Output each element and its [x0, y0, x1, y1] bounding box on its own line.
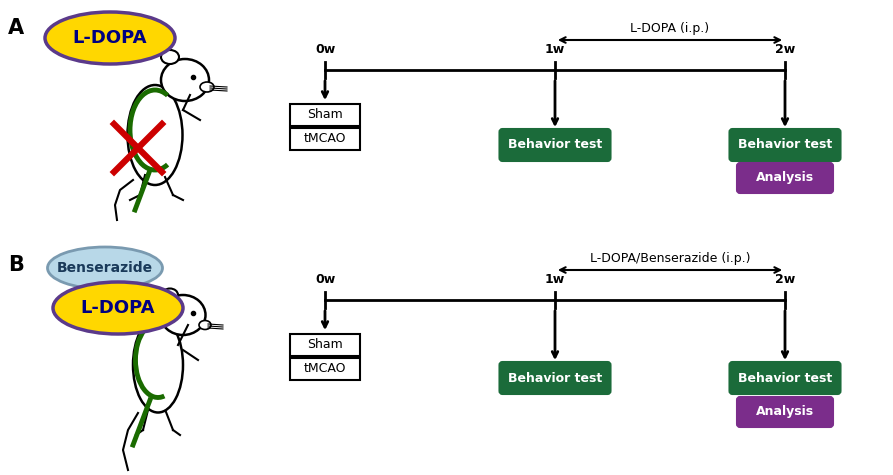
Text: L-DOPA: L-DOPA: [72, 29, 147, 47]
Ellipse shape: [161, 50, 179, 64]
Ellipse shape: [128, 85, 182, 185]
Bar: [290, 104, 360, 126]
Text: 0w: 0w: [315, 43, 335, 56]
Bar: [290, 334, 360, 356]
FancyBboxPatch shape: [730, 362, 840, 394]
Text: Sham: Sham: [307, 108, 343, 122]
Text: 1w: 1w: [545, 273, 565, 286]
Text: tMCAO: tMCAO: [304, 362, 346, 376]
Text: Behavior test: Behavior test: [738, 139, 832, 152]
Ellipse shape: [53, 282, 183, 334]
Text: L-DOPA (i.p.): L-DOPA (i.p.): [630, 22, 710, 35]
Ellipse shape: [47, 247, 163, 289]
Text: A: A: [8, 18, 24, 38]
Text: Analysis: Analysis: [756, 171, 814, 184]
Ellipse shape: [133, 317, 183, 412]
Text: 2w: 2w: [775, 43, 795, 56]
Ellipse shape: [200, 82, 214, 92]
Bar: [290, 128, 360, 150]
Ellipse shape: [161, 295, 205, 335]
Ellipse shape: [161, 59, 209, 101]
FancyBboxPatch shape: [499, 129, 611, 161]
Text: Benserazide: Benserazide: [57, 261, 153, 275]
Text: Analysis: Analysis: [756, 406, 814, 418]
FancyBboxPatch shape: [737, 397, 833, 427]
Text: L-DOPA/Benserazide (i.p.): L-DOPA/Benserazide (i.p.): [589, 252, 750, 265]
Ellipse shape: [45, 12, 175, 64]
FancyBboxPatch shape: [730, 129, 840, 161]
Text: 0w: 0w: [315, 273, 335, 286]
Text: tMCAO: tMCAO: [304, 133, 346, 145]
Ellipse shape: [199, 321, 211, 330]
Text: Behavior test: Behavior test: [508, 371, 602, 384]
FancyBboxPatch shape: [737, 163, 833, 193]
Text: B: B: [8, 255, 24, 275]
Text: Behavior test: Behavior test: [508, 139, 602, 152]
Text: 1w: 1w: [545, 43, 565, 56]
Bar: [290, 358, 360, 380]
Text: L-DOPA: L-DOPA: [80, 299, 155, 317]
Ellipse shape: [162, 288, 178, 302]
Text: 2w: 2w: [775, 273, 795, 286]
Text: Sham: Sham: [307, 339, 343, 352]
FancyBboxPatch shape: [499, 362, 611, 394]
Text: Behavior test: Behavior test: [738, 371, 832, 384]
